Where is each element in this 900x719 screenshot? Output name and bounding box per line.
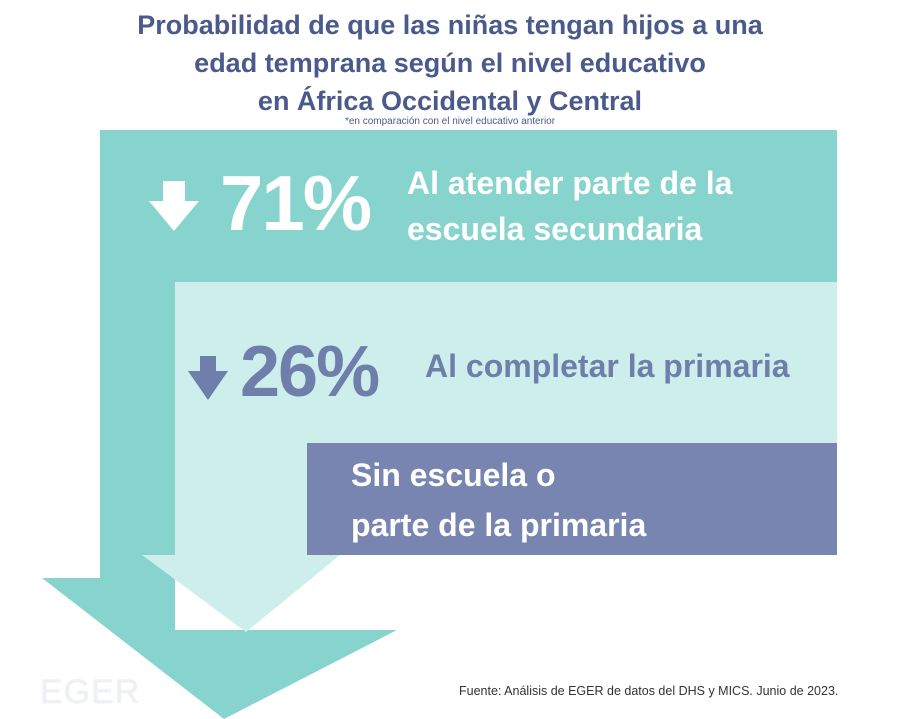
subtitle-note: *en comparación con el nivel educativo a…: [344, 116, 556, 127]
level-3-label-line-1: Sin escuela o: [351, 457, 556, 493]
eger-logo: EGER: [40, 673, 141, 711]
page-title: Probabilidad de que las niñas tengan hij…: [0, 6, 900, 120]
level-1-arrow-shape: [42, 130, 837, 719]
source-note: Fuente: Análisis de EGER de datos del DH…: [459, 684, 839, 698]
level-2-label: Al completar la primaria: [425, 343, 790, 389]
level-3-label-line-2: parte de la primaria: [351, 507, 647, 543]
level-1-label: Al atender parte de la escuela secundari…: [407, 160, 732, 252]
level-3-label: Sin escuela o parte de la primaria: [351, 450, 646, 550]
title-line-1: Probabilidad de que las niñas tengan hij…: [137, 10, 763, 40]
level-3-block: [307, 443, 837, 555]
level-2-label-line-1: Al completar la primaria: [425, 348, 790, 384]
level-1-label-line-2: escuela secundaria: [407, 211, 703, 247]
title-line-2: edad temprana según el nivel educativo: [194, 48, 706, 78]
arrow-down-icon: [188, 356, 228, 400]
arrow-down-icon: [149, 181, 199, 231]
level-1-percent: 71%: [220, 159, 372, 247]
title-line-3: en África Occidental y Central: [257, 86, 643, 116]
level-2-arrow-shape: [142, 282, 837, 632]
level-1-label-line-1: Al atender parte de la: [407, 165, 733, 201]
level-2-percent: 26%: [240, 332, 380, 412]
